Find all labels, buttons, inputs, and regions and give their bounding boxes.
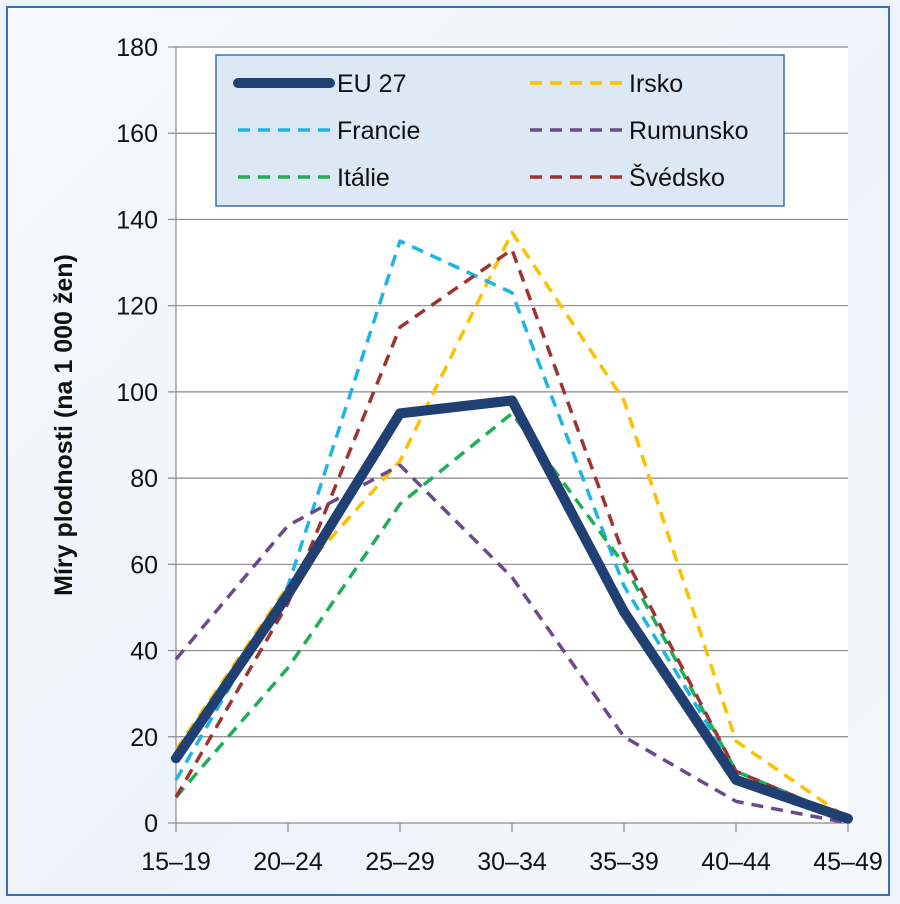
y-tick-label: 180 [116, 34, 158, 62]
series-line-eu-27 [171, 395, 853, 824]
legend-label-it-lie: Itálie [337, 164, 390, 192]
y-tick-label: 0 [144, 810, 158, 838]
x-tick-label: 15–19 [141, 848, 211, 876]
legend-label-eu-27: EU 27 [337, 70, 406, 98]
y-tick-labels: 0 20 40 60 80 100 120 140 160 180 [116, 34, 158, 838]
legend-label-irsko: Irsko [629, 70, 683, 98]
gridlines [176, 46, 848, 738]
x-tick-label: 40–44 [701, 848, 771, 876]
x-tick-label: 35–39 [589, 848, 659, 876]
legend-label-rumunsko: Rumunsko [629, 117, 749, 145]
series-line-it-lie [174, 411, 849, 821]
series-line-irsko [174, 230, 849, 821]
y-tick-label: 60 [130, 551, 158, 579]
y-tick-label: 100 [116, 379, 158, 407]
y-tick-label: 20 [130, 724, 158, 752]
x-tick-label: 20–24 [253, 848, 323, 876]
legend: EU 27 Irsko Francie Rumunsko Itálie Švédsko [215, 54, 785, 207]
axes [168, 46, 849, 832]
x-tick-label: 45–49 [813, 848, 883, 876]
series-lines [171, 230, 853, 825]
y-tick-label: 160 [116, 120, 158, 148]
series-line-rumunsko [174, 463, 849, 825]
x-tick-label: 25–29 [365, 848, 435, 876]
y-axis-label: Míry plodnosti (na 1 000 žen) [50, 254, 78, 596]
y-tick-label: 40 [130, 638, 158, 666]
x-tick-label: 30–34 [477, 848, 547, 876]
x-tick-labels: 15–19 20–24 25–29 30–34 35–39 40–44 45–49 [141, 848, 883, 876]
legend-label-francie: Francie [337, 117, 420, 145]
y-tick-label: 80 [130, 465, 158, 493]
legend-label--v-dsko: Švédsko [629, 163, 725, 192]
y-tick-label: 140 [116, 206, 158, 234]
y-tick-label: 120 [116, 293, 158, 321]
